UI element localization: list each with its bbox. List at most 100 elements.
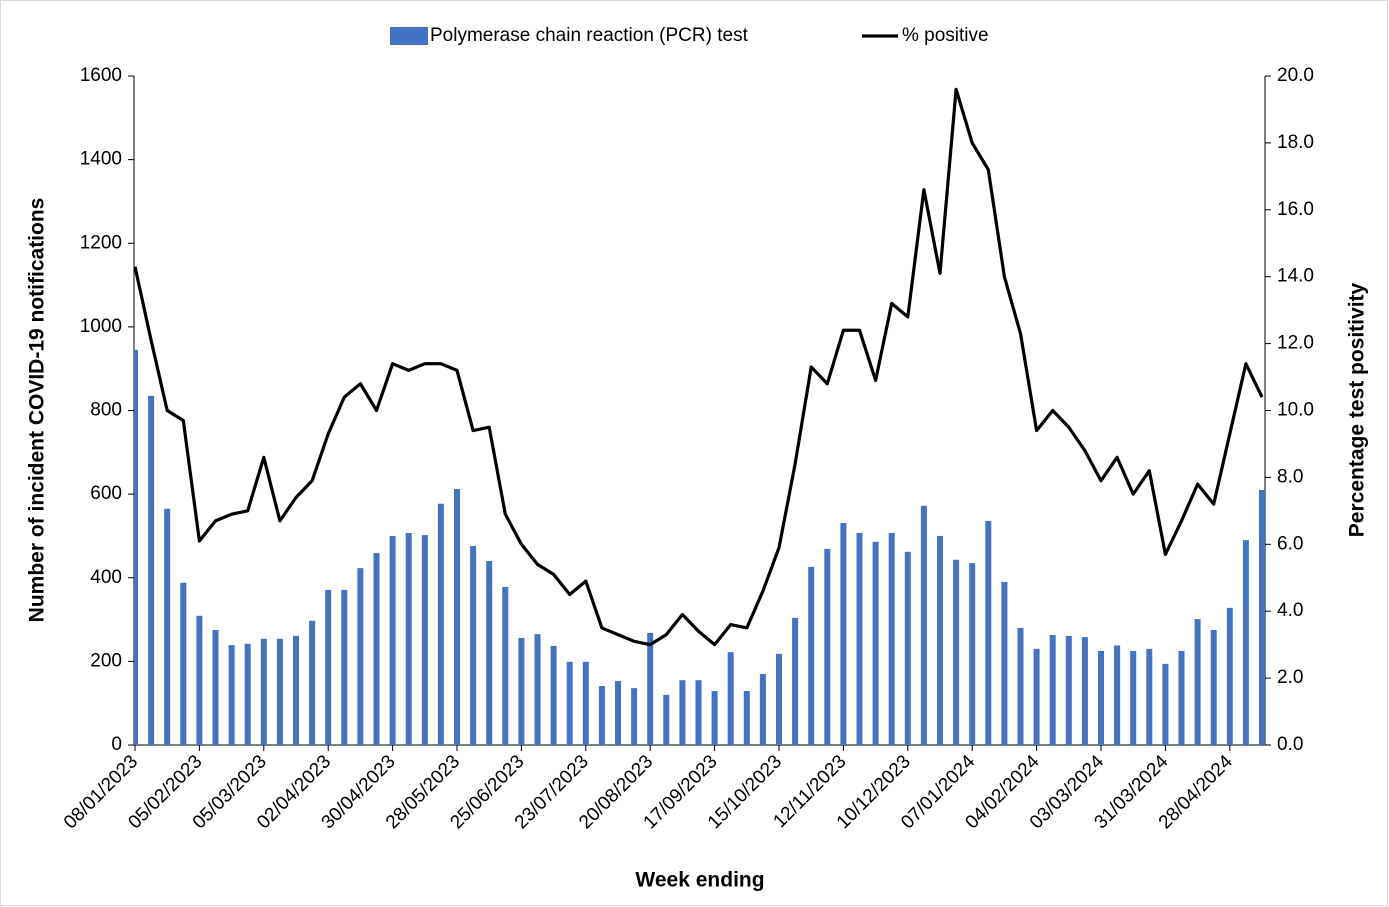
bar [134, 349, 138, 745]
y2-tick-label: 6.0 [1277, 533, 1303, 554]
bar [615, 681, 621, 745]
bar [727, 652, 734, 745]
bar [759, 673, 766, 745]
bar [534, 634, 541, 745]
y-tick-label: 1200 [80, 232, 122, 253]
y-tick-label: 400 [90, 567, 122, 588]
bar [792, 617, 799, 745]
legend-swatch [390, 27, 428, 45]
bar [711, 691, 718, 745]
bar [180, 582, 187, 745]
y-tick-label: 1600 [80, 65, 122, 86]
bar [1033, 648, 1040, 745]
bar [212, 630, 219, 745]
bar [824, 548, 831, 745]
bar [1178, 650, 1185, 745]
bar [808, 566, 815, 745]
bar [1001, 581, 1008, 745]
bar [309, 620, 316, 745]
bar [888, 533, 895, 745]
bar [743, 691, 750, 745]
bar [1146, 648, 1153, 745]
y2-tick-label: 4.0 [1277, 600, 1303, 621]
legend-label: % positive [902, 25, 989, 46]
x-axis-title: Week ending [635, 869, 764, 892]
bar [325, 589, 332, 745]
bar [1210, 630, 1217, 745]
bar [663, 694, 670, 745]
bar [582, 661, 589, 745]
y2-tick-label: 0.0 [1277, 734, 1303, 755]
bar [776, 653, 782, 745]
y2-tick-label: 14.0 [1277, 266, 1314, 287]
bar [695, 680, 702, 745]
bar [566, 661, 573, 745]
y-tick-label: 600 [90, 483, 122, 504]
y2-tick-label: 12.0 [1277, 333, 1314, 354]
bar [1194, 619, 1201, 745]
y2-tick-label: 20.0 [1277, 65, 1314, 86]
bar [454, 489, 460, 745]
bar [953, 559, 960, 745]
bar [904, 551, 911, 745]
y-tick-label: 200 [90, 650, 122, 671]
bar [937, 535, 943, 745]
y2-axis-title: Percentage test positivity [1346, 282, 1369, 537]
bar [293, 635, 299, 745]
bar [920, 505, 927, 745]
bar [518, 637, 525, 745]
bar [1162, 663, 1169, 745]
y-tick-label: 800 [90, 400, 122, 421]
bar [840, 522, 847, 745]
bar [421, 535, 428, 745]
bar [260, 638, 267, 745]
bar [341, 589, 348, 745]
y2-tick-label: 18.0 [1277, 132, 1314, 153]
bar [647, 632, 654, 745]
bar [502, 586, 509, 745]
bar [389, 535, 396, 745]
bar [550, 645, 557, 745]
bar [244, 643, 251, 745]
bar [1226, 607, 1233, 745]
bar [373, 553, 380, 745]
bar [1081, 637, 1088, 745]
bar [196, 615, 203, 745]
bar [357, 568, 364, 745]
bar [969, 563, 976, 745]
bar [276, 638, 283, 745]
legend-label: Polymerase chain reaction (PCR) test [430, 25, 749, 46]
bar [228, 645, 235, 745]
bar [1242, 540, 1249, 745]
y2-tick-label: 10.0 [1277, 400, 1314, 421]
y-axis-title: Number of incident COVID-19 notification… [26, 198, 49, 623]
y2-tick-label: 8.0 [1277, 466, 1303, 487]
bar [679, 680, 686, 745]
bar [1065, 635, 1072, 745]
bar [631, 688, 638, 745]
bar [1017, 627, 1024, 745]
y2-tick-label: 16.0 [1277, 199, 1314, 220]
bar [486, 561, 493, 745]
bar [1114, 645, 1121, 745]
line [133, 87, 1264, 647]
bar [164, 508, 171, 745]
y-tick-label: 0 [111, 734, 122, 755]
bar [872, 541, 879, 745]
bar [1049, 635, 1056, 745]
bar [148, 395, 155, 745]
y-tick-label: 1400 [80, 149, 122, 170]
bar [985, 520, 992, 745]
y-tick-label: 1000 [80, 316, 122, 337]
bar [1259, 489, 1265, 745]
bar [1130, 650, 1137, 745]
bar [470, 545, 477, 745]
bar [598, 686, 605, 745]
bar [405, 533, 412, 745]
y2-tick-label: 2.0 [1277, 667, 1303, 688]
bar [1098, 650, 1104, 745]
bar [856, 533, 863, 745]
